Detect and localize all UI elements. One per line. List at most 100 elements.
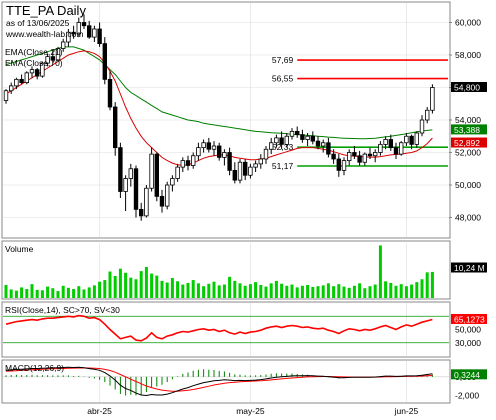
candle-body xyxy=(326,142,331,155)
volume-bar xyxy=(124,272,128,298)
volume-bar xyxy=(420,279,424,298)
candle-body xyxy=(300,134,305,140)
candle-body xyxy=(310,135,315,142)
candle-body xyxy=(97,28,102,45)
volume-bar xyxy=(389,282,393,298)
candle-body xyxy=(45,56,50,64)
macd-value-label: 0,3244 xyxy=(454,370,480,380)
volume-bar xyxy=(82,289,86,298)
volume-bar xyxy=(378,245,382,298)
ema21-value-label: 52,892 xyxy=(454,138,480,148)
candle-body xyxy=(232,169,237,181)
volume-bar xyxy=(347,287,351,298)
rsi-line xyxy=(5,314,433,342)
candle-body xyxy=(149,153,154,189)
macd-label: MACD(12,26,9) xyxy=(5,363,64,373)
candle-body xyxy=(50,56,55,61)
candle-body xyxy=(164,184,170,207)
volume-bar xyxy=(269,283,273,298)
volume-bar xyxy=(306,284,310,298)
candle-body xyxy=(398,142,404,155)
volume-bar xyxy=(72,289,76,298)
volume-bar xyxy=(108,271,112,298)
volume-bar xyxy=(139,271,143,298)
volume-bar xyxy=(207,283,211,298)
volume-bar xyxy=(358,283,362,298)
ema70-line xyxy=(5,46,433,140)
candle-body xyxy=(346,152,352,162)
ema70-value-label: 53,388 xyxy=(454,125,480,135)
candle-body xyxy=(154,153,159,197)
candle-body xyxy=(216,145,222,158)
volume-bar xyxy=(430,271,434,298)
volume-bar xyxy=(425,272,429,298)
candle-body xyxy=(24,72,29,84)
volume-bar xyxy=(368,286,372,298)
volume-bar xyxy=(264,286,268,298)
candle-body xyxy=(274,137,279,144)
last-price-label: 54,800 xyxy=(454,83,480,93)
volume-bar xyxy=(4,284,8,298)
price-series: 57,69 56,55 52,33 51,17 xyxy=(3,14,448,221)
volume-bar xyxy=(46,286,50,298)
price-tick-label: 54,000 xyxy=(455,115,481,125)
volume-bar xyxy=(113,276,117,298)
volume-bar xyxy=(280,283,284,298)
candle-body xyxy=(87,25,92,38)
candle-body xyxy=(222,152,227,158)
rsi-value-label-bg xyxy=(451,313,487,324)
volume-bar xyxy=(155,275,159,298)
volume-bar xyxy=(212,281,216,298)
candle-body xyxy=(378,143,383,153)
candle-body xyxy=(8,85,14,92)
rsi-tick-label: 30,000 xyxy=(455,338,481,348)
candle-body xyxy=(211,145,217,150)
volume-bar xyxy=(404,286,408,298)
volume-bar xyxy=(311,287,315,298)
volume-bar xyxy=(410,284,414,298)
candle-body xyxy=(336,158,341,171)
x-tick-label: jun-25 xyxy=(394,406,419,416)
volume-bar xyxy=(14,290,18,298)
x-tick-label: abr-25 xyxy=(87,406,112,416)
candle-body xyxy=(237,161,243,181)
candle-body xyxy=(180,160,185,168)
volume-bar xyxy=(170,278,174,298)
volume-bar xyxy=(87,287,91,298)
level-label: 51,17 xyxy=(272,161,294,171)
candle-body xyxy=(133,168,139,210)
volume-bar xyxy=(56,291,60,298)
candle-body xyxy=(196,147,201,157)
volume-bar xyxy=(399,284,403,298)
candle-body xyxy=(352,152,357,157)
volume-bar xyxy=(384,281,388,298)
legend-ema21: EMA(Close,21) xyxy=(5,47,63,57)
volume-bar xyxy=(77,286,81,298)
volume-bar xyxy=(30,284,34,298)
candle-body xyxy=(430,87,435,111)
macd-tick-label: -2,000 xyxy=(455,390,479,400)
volume-bar xyxy=(321,285,325,298)
macd-series xyxy=(5,366,433,397)
candle-body xyxy=(170,178,175,186)
candle-body xyxy=(159,195,165,207)
volume-bar xyxy=(342,286,346,298)
volume-bar xyxy=(363,288,367,298)
candle-body xyxy=(242,161,248,176)
volume-bar xyxy=(217,285,221,298)
volume-bar xyxy=(373,284,377,298)
volume-bar xyxy=(222,284,226,298)
volume-bar xyxy=(394,285,398,298)
volume-value-label: 10,24 M xyxy=(454,263,485,273)
volume-bar xyxy=(103,280,107,298)
chart-title: TTE_PA Daily xyxy=(6,3,86,18)
legend-ema70: EMA(Close,70) xyxy=(5,58,63,68)
candle-body xyxy=(55,48,61,61)
volume-bars xyxy=(4,245,434,298)
candle-body xyxy=(144,187,149,217)
candle-body xyxy=(362,153,367,163)
watermark: www.wealth-lab.com xyxy=(5,29,83,39)
candle-body xyxy=(40,62,45,77)
candle-body xyxy=(66,31,71,43)
candle-body xyxy=(424,109,430,121)
